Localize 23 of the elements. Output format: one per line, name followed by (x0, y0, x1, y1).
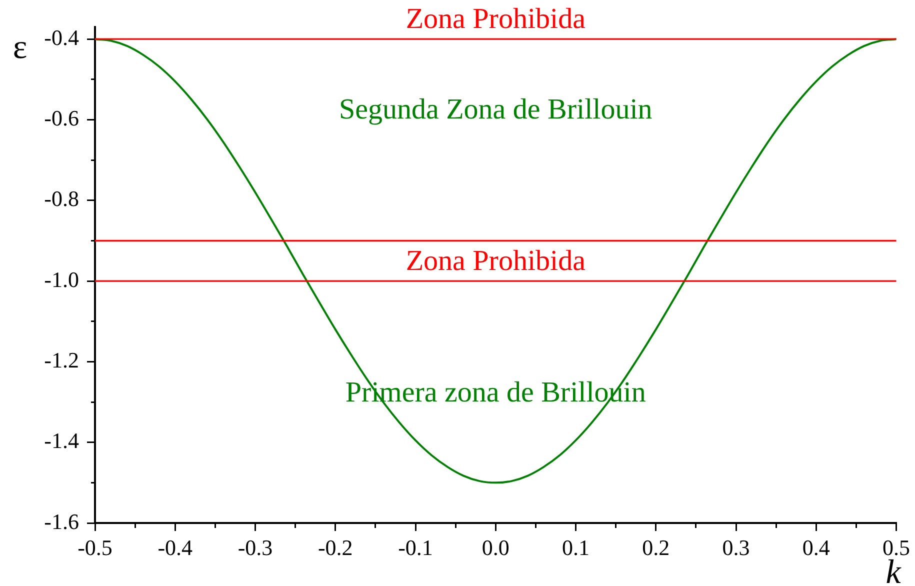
x-tick-label: -0.3 (238, 534, 273, 560)
ref-line-label: Zona Prohibida (406, 245, 586, 278)
x-tick-label: -0.5 (78, 534, 112, 560)
x-tick-label: -0.1 (398, 534, 433, 560)
x-tick-label: -0.4 (158, 534, 193, 560)
y-tick-label: -1.4 (44, 428, 79, 454)
y-tick-label: -0.6 (44, 106, 79, 131)
y-tick-label: -0.4 (44, 24, 79, 50)
annotation: Segunda Zona de Brillouin (338, 93, 653, 126)
y-axis-title: ε (12, 28, 28, 66)
y-tick-label: -1.0 (44, 266, 79, 292)
ref-line-label: Zona Prohibida (406, 3, 586, 36)
y-tick-label: -1.2 (44, 347, 79, 372)
x-tick-label: -0.2 (318, 534, 353, 560)
y-tick-label: -1.6 (44, 508, 79, 534)
line-series (95, 38, 896, 484)
x-tick-label: 0.1 (562, 534, 590, 560)
x-tick-label: 0.4 (802, 534, 830, 560)
y-tick-label: -0.8 (44, 186, 79, 212)
x-tick-label: 0.0 (482, 534, 510, 560)
x-tick-label: 0.5 (882, 534, 910, 560)
x-tick-label: 0.3 (722, 534, 750, 560)
x-tick-label: 0.2 (642, 534, 670, 560)
